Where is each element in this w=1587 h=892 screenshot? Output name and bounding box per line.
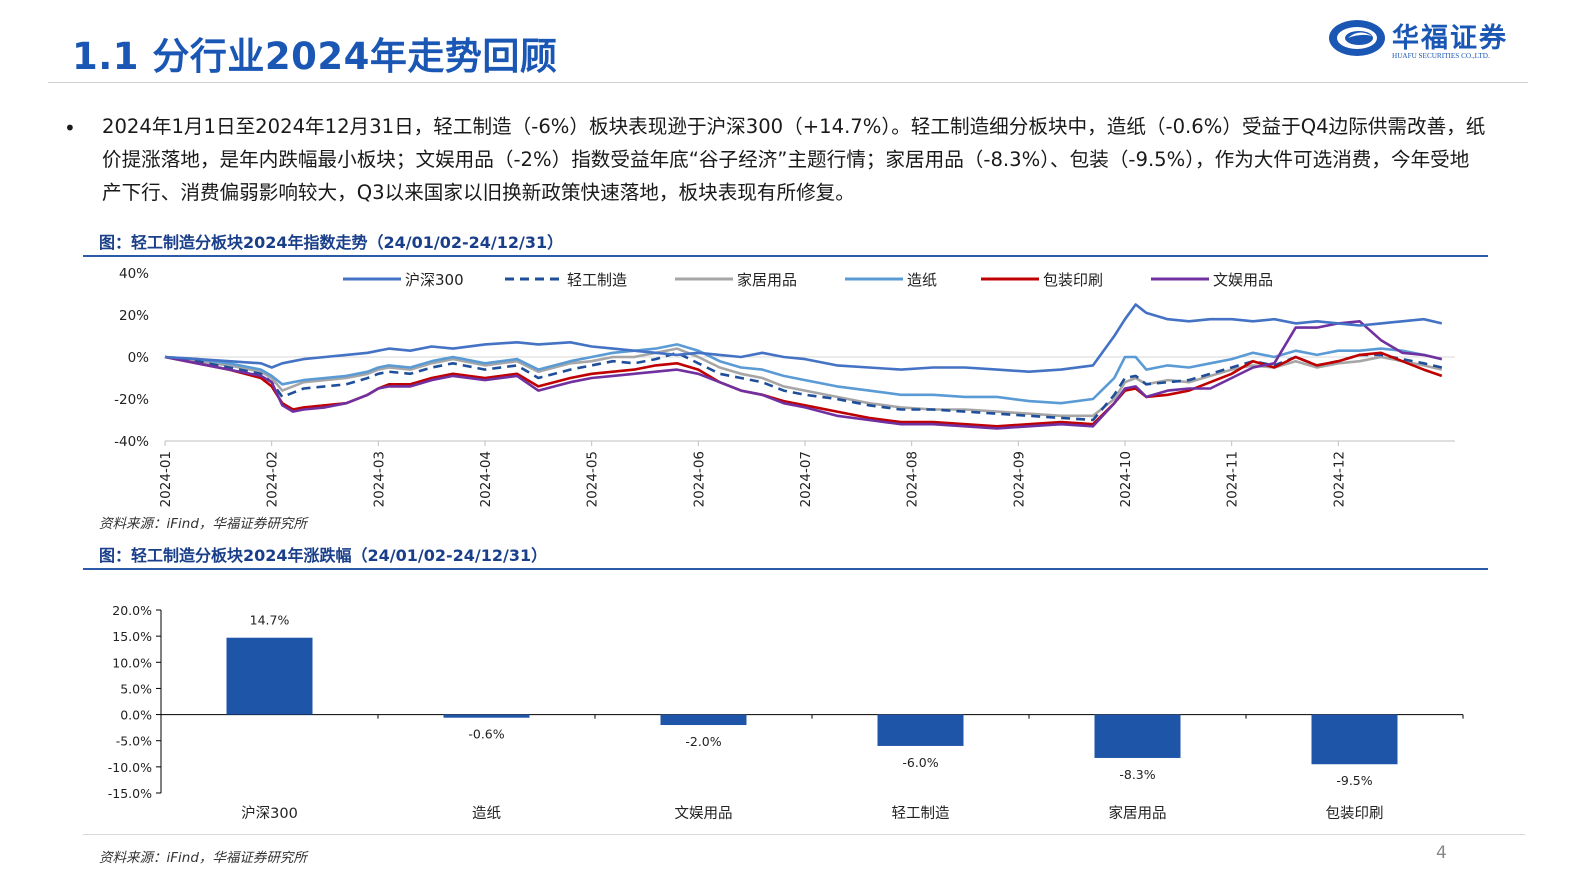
page-title: 1.1 分行业2024年走势回顾 bbox=[72, 35, 558, 78]
figure2-divider bbox=[83, 568, 1488, 570]
figure1-source: 资料来源：iFind，华福证券研究所 bbox=[99, 516, 307, 532]
x-tick-label: 2024-03 bbox=[371, 451, 387, 507]
category-label: 文娱用品 bbox=[675, 805, 733, 822]
series-line-stationery bbox=[164, 319, 1443, 430]
figure2-source: 资料来源：iFind，华福证券研究所 bbox=[99, 850, 307, 866]
x-tick-label: 2024-06 bbox=[691, 451, 707, 507]
category-label: 造纸 bbox=[472, 805, 501, 822]
footer-divider bbox=[83, 834, 1525, 835]
summary-text: 2024年1月1日至2024年12月31日，轻工制造（-6%）板块表现逊于沪深3… bbox=[102, 115, 1486, 204]
legend-label: 沪深300 bbox=[405, 271, 464, 289]
legend-label: 造纸 bbox=[907, 271, 937, 289]
bar bbox=[226, 637, 313, 715]
category-label: 沪深300 bbox=[241, 805, 298, 822]
x-tick-label: 2024-01 bbox=[158, 451, 174, 507]
bar bbox=[1311, 714, 1398, 765]
data-label: -8.3% bbox=[1119, 767, 1155, 782]
logo-text-cn: 华福证券 bbox=[1392, 23, 1508, 54]
bar bbox=[660, 714, 747, 726]
x-tick-label: 2024-02 bbox=[265, 451, 281, 507]
data-label: -0.6% bbox=[468, 727, 504, 742]
x-tick-label: 2024-09 bbox=[1011, 451, 1027, 507]
series-line-paper bbox=[164, 343, 1443, 405]
figure1-title: 图：轻工制造分板块2024年指数走势（24/01/02-24/12/31） bbox=[99, 233, 564, 252]
x-tick-label: 2024-11 bbox=[1225, 451, 1241, 507]
page-number: 4 bbox=[1436, 843, 1447, 863]
y-tick-label: -15.0% bbox=[108, 786, 152, 801]
index-trend-chart: 40% 20% 0% -20% -40% 2024-01 2024-02 2024-03 202… bbox=[114, 266, 1455, 507]
category-label: 家居用品 bbox=[1109, 805, 1167, 822]
return-bar-chart: 20.0% 15.0% 10.0% 5.0% 0.0% -5.0% -10.0% -15.0%… bbox=[108, 603, 1464, 822]
series-line-hs300 bbox=[164, 303, 1443, 373]
x-tick-label: 2024-08 bbox=[905, 451, 921, 507]
y-tick-label: 0.0% bbox=[120, 708, 152, 723]
y-tick-label: -40% bbox=[114, 434, 149, 450]
y-tick-label: 20% bbox=[119, 308, 149, 324]
x-tick-label: 2024-12 bbox=[1331, 451, 1347, 507]
y-tick-label: -10.0% bbox=[108, 760, 152, 775]
x-tick-label: 2024-04 bbox=[478, 451, 494, 507]
data-label: -6.0% bbox=[902, 755, 938, 770]
logo-text-en: HUAFU SECURITIES CO.,LTD. bbox=[1392, 52, 1490, 60]
bar bbox=[1094, 714, 1181, 758]
y-tick-label: 40% bbox=[119, 266, 149, 282]
y-tick-label: 10.0% bbox=[112, 655, 152, 670]
y-tick-label: 15.0% bbox=[112, 629, 152, 644]
legend-label: 家居用品 bbox=[737, 271, 797, 289]
data-label: -9.5% bbox=[1336, 773, 1372, 788]
bar bbox=[443, 714, 530, 718]
title-divider bbox=[48, 82, 1528, 83]
logo-icon bbox=[1329, 20, 1385, 56]
x-tick-label: 2024-05 bbox=[585, 451, 601, 507]
x-tick-label: 2024-07 bbox=[798, 451, 814, 507]
figure1-divider bbox=[83, 255, 1488, 257]
y-tick-label: 0% bbox=[128, 350, 150, 366]
legend-label: 包装印刷 bbox=[1043, 271, 1103, 289]
bar bbox=[877, 714, 964, 746]
category-label: 包装印刷 bbox=[1326, 805, 1384, 822]
category-label: 轻工制造 bbox=[892, 805, 950, 822]
x-tick-label: 2024-10 bbox=[1118, 451, 1134, 507]
data-label: 14.7% bbox=[250, 613, 290, 628]
legend-label: 轻工制造 bbox=[567, 271, 627, 289]
y-tick-label: -20% bbox=[114, 392, 149, 408]
y-tick-label: 5.0% bbox=[120, 681, 152, 696]
bullet-marker: • bbox=[64, 116, 76, 140]
company-logo: 华福证券 HUAFU SECURITIES CO.,LTD. bbox=[1328, 14, 1528, 66]
y-tick-label: -5.0% bbox=[116, 734, 152, 749]
data-label: -2.0% bbox=[685, 734, 721, 749]
figure2-title: 图：轻工制造分板块2024年涨跌幅（24/01/02-24/12/31） bbox=[99, 546, 548, 565]
legend-label: 文娱用品 bbox=[1213, 271, 1273, 289]
y-tick-label: 20.0% bbox=[112, 603, 152, 618]
